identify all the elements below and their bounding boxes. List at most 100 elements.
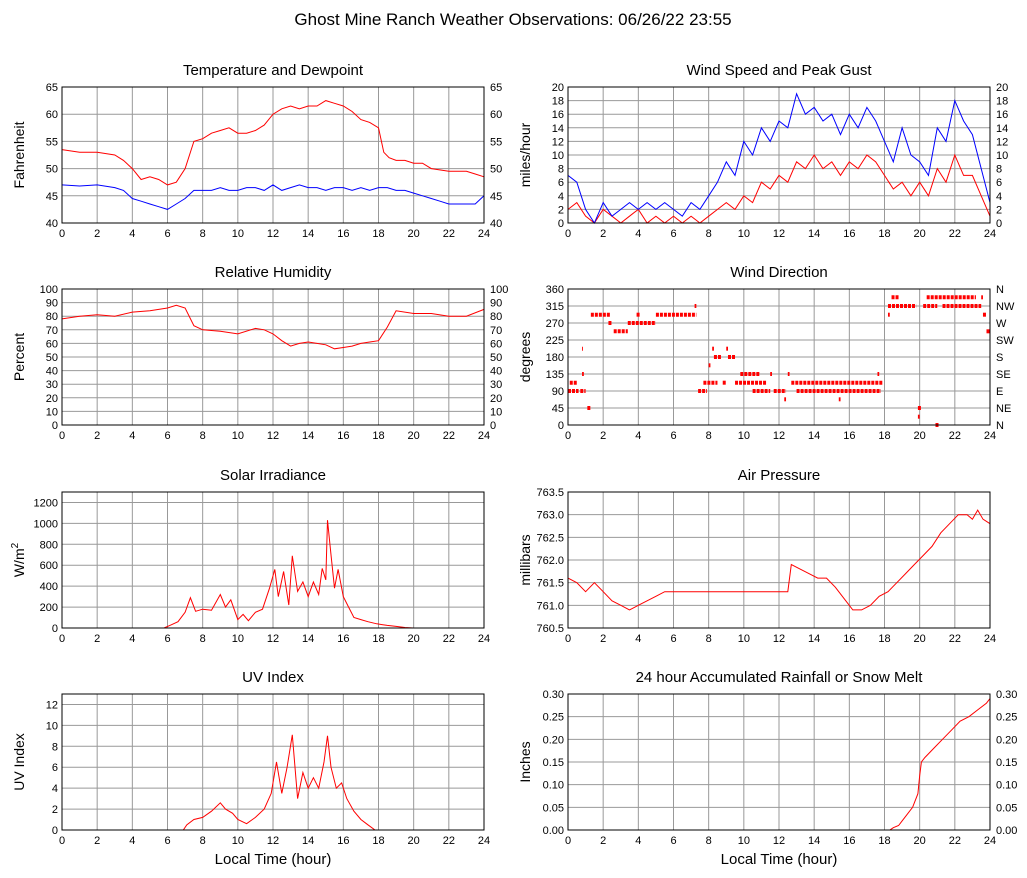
uv-x-tick-label: 18 xyxy=(372,835,384,847)
humidity-x-tick-label: 14 xyxy=(302,430,314,442)
wind-speed-frame xyxy=(567,86,991,224)
humidity-y-tick-label: 20 xyxy=(46,393,58,405)
wind-speed-x-tick-label: 8 xyxy=(706,228,712,240)
temperature-y-tick-label: 50 xyxy=(46,164,58,176)
pressure-x-tick-label: 0 xyxy=(565,633,571,645)
wind-direction-y-tick-label: 180 xyxy=(546,352,564,364)
temperature-y-tick-label: 65 xyxy=(46,82,58,94)
uv-y-tick-label: 10 xyxy=(46,720,58,732)
wind-speed-x-tick-label: 12 xyxy=(773,228,785,240)
wind-speed-x-tick-label: 4 xyxy=(635,228,641,240)
wind-direction-y-tick-label: 45 xyxy=(552,403,564,415)
temperature-title: Temperature and Dewpoint xyxy=(183,62,364,79)
humidity-title: Relative Humidity xyxy=(215,264,332,281)
wind-direction-x-tick-label: 24 xyxy=(984,430,996,442)
uv-y-tick-label: 4 xyxy=(52,783,58,795)
pressure-x-tick-label: 22 xyxy=(949,633,961,645)
rainfall-x-tick-label: 24 xyxy=(984,835,996,847)
humidity-x-tick-label: 10 xyxy=(232,430,244,442)
wind-direction-y-tick-label: 225 xyxy=(546,335,564,347)
wind-direction-x-tick-label: 2 xyxy=(600,430,606,442)
wind-speed-y-tick-label: 16 xyxy=(552,109,564,121)
rainfall-frame xyxy=(567,693,991,831)
rainfall-x-tick-label: 22 xyxy=(949,835,961,847)
rainfall-y-tick-label: 0.00 xyxy=(543,825,564,837)
humidity-y-tick-label-right: 50 xyxy=(490,352,502,364)
wind-speed-x-tick-label: 6 xyxy=(670,228,676,240)
wind-speed-series-1-line xyxy=(567,92,991,225)
temperature-x-tick-label: 8 xyxy=(200,228,206,240)
rainfall-y-tick-label-right: 0.30 xyxy=(996,689,1017,701)
humidity-y-tick-label: 50 xyxy=(46,352,58,364)
pressure-x-tick-label: 12 xyxy=(773,633,785,645)
wind-direction-compass-label: NE xyxy=(996,403,1011,415)
wind-speed-y-tick-label: 14 xyxy=(552,123,564,135)
wind-speed-y-tick-label-right: 8 xyxy=(996,164,1002,176)
humidity-y-tick-label-right: 80 xyxy=(490,311,502,323)
wind-direction-x-tick-label: 14 xyxy=(808,430,820,442)
pressure-series-0-line xyxy=(567,509,991,611)
uv-x-tick-label: 12 xyxy=(267,835,279,847)
uv-title: UV Index xyxy=(242,669,304,686)
humidity-y-tick-label-right: 100 xyxy=(490,284,508,296)
temperature-y-tick-label: 60 xyxy=(46,109,58,121)
solar-y-axis-label: W/m2 xyxy=(10,542,27,577)
wind-direction-compass-label: N xyxy=(996,420,1004,432)
wind-direction-y-tick-label: 315 xyxy=(546,301,564,313)
pressure-y-tick-label: 762.5 xyxy=(536,532,564,544)
solar-y-tick-label: 1200 xyxy=(34,497,58,509)
uv-x-tick-label: 2 xyxy=(94,835,100,847)
humidity-y-tick-label: 100 xyxy=(40,284,58,296)
solar-x-tick-label: 6 xyxy=(164,633,170,645)
wind-speed-x-tick-label: 22 xyxy=(949,228,961,240)
rainfall-x-tick-label: 8 xyxy=(706,835,712,847)
pressure-y-tick-label: 762.0 xyxy=(536,555,564,567)
temperature-x-tick-label: 6 xyxy=(164,228,170,240)
temperature-y-tick-label-right: 40 xyxy=(490,218,502,230)
humidity-y-tick-label: 90 xyxy=(46,298,58,310)
uv-y-axis-label: UV Index xyxy=(11,733,27,791)
rainfall-x-tick-label: 4 xyxy=(635,835,641,847)
humidity-y-tick-label-right: 30 xyxy=(490,379,502,391)
uv-x-axis-label: Local Time (hour) xyxy=(215,851,332,868)
humidity-x-tick-label: 12 xyxy=(267,430,279,442)
wind-speed-y-tick-label-right: 4 xyxy=(996,191,1002,203)
wind-speed-y-tick-label-right: 0 xyxy=(996,218,1002,230)
humidity-y-tick-label: 10 xyxy=(46,406,58,418)
solar-x-tick-label: 12 xyxy=(267,633,279,645)
humidity-y-tick-label-right: 60 xyxy=(490,338,502,350)
pressure-x-tick-label: 20 xyxy=(914,633,926,645)
rainfall-x-tick-label: 12 xyxy=(773,835,785,847)
wind-speed-x-tick-label: 14 xyxy=(808,228,820,240)
solar-x-tick-label: 20 xyxy=(408,633,420,645)
temperature-y-axis-label-text: Fahrenheit xyxy=(11,121,27,188)
temperature-x-tick-label: 14 xyxy=(302,228,314,240)
temperature-x-tick-label: 20 xyxy=(408,228,420,240)
wind-speed-x-tick-label: 2 xyxy=(600,228,606,240)
wind-speed-x-tick-label: 0 xyxy=(565,228,571,240)
wind-direction-x-tick-label: 16 xyxy=(843,430,855,442)
solar-x-tick-label: 24 xyxy=(478,633,490,645)
wind-speed-y-tick-label-right: 2 xyxy=(996,204,1002,216)
temperature-x-tick-label: 4 xyxy=(129,228,135,240)
rainfall-series-0-line xyxy=(568,698,991,831)
humidity-y-tick-label-right: 10 xyxy=(490,406,502,418)
rainfall-x-tick-label: 2 xyxy=(600,835,606,847)
temperature-y-tick-label-right: 55 xyxy=(490,136,502,148)
wind-direction-compass-label: SE xyxy=(996,369,1011,381)
temperature-x-tick-label: 16 xyxy=(337,228,349,240)
solar-y-tick-label: 200 xyxy=(40,602,58,614)
solar-series-0-line xyxy=(62,520,484,629)
rainfall-title: 24 hour Accumulated Rainfall or Snow Mel… xyxy=(636,669,924,686)
temperature-x-tick-label: 2 xyxy=(94,228,100,240)
solar-y-tick-label: 0 xyxy=(52,623,58,635)
temperature-y-tick-label-right: 65 xyxy=(490,82,502,94)
uv-x-tick-label: 8 xyxy=(200,835,206,847)
uv-x-tick-label: 0 xyxy=(59,835,65,847)
temperature-series-1-line xyxy=(61,184,485,210)
wind-speed-y-tick-label: 8 xyxy=(558,164,564,176)
